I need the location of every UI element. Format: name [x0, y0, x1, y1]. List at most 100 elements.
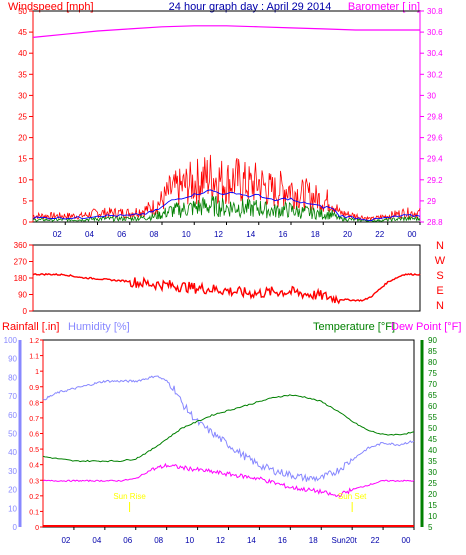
dew-point-line: [42, 462, 415, 498]
x-tick-label: Sun20t: [331, 536, 357, 545]
wind-barometer-chart: 24 hour graph day : April 29 2014 Windsp…: [8, 0, 443, 239]
humidity-tick-labels: 0 10 20 30 40 50 60 70 80 90 100: [4, 336, 18, 532]
compass-label: E: [436, 285, 443, 297]
humidity-tick-label: 100: [4, 336, 18, 345]
sunset-label: Sun Set: [338, 492, 367, 501]
temperature-tick-label: 45: [428, 435, 437, 444]
windspeed-tick-label: 30: [18, 91, 27, 100]
rainfall-tick-label: 1.1: [29, 354, 39, 361]
x-tick-label: 10: [185, 536, 194, 545]
x-tick-label: 18: [311, 230, 320, 239]
humidity-tick-label: 10: [8, 504, 17, 513]
humidity-tick-label: 20: [8, 486, 17, 495]
direction-tick-label: 90: [18, 291, 27, 300]
direction-degree-tick-labels: 0 90 180 270 360: [14, 241, 33, 316]
temp-humidity-series: [18, 339, 424, 528]
barometer-tick-label: 29.2: [427, 176, 443, 185]
windspeed-tick-label: 25: [18, 113, 27, 122]
barometer-tick-label: 30: [427, 91, 436, 100]
temperature-line: [42, 394, 415, 463]
rainfall-tick-label: 0.9: [29, 385, 39, 392]
windspeed-tick-label: 20: [18, 134, 27, 143]
temperature-tick-label: 85: [428, 347, 437, 356]
x-tick-label: 22: [371, 536, 380, 545]
direction-tick-label: 0: [23, 307, 28, 316]
dew-point-axis-label: Dew Point [°F]: [391, 321, 461, 333]
x-tick-label: 12: [214, 230, 223, 239]
x-tick-label: 18: [309, 536, 318, 545]
temperature-tick-label: 80: [428, 358, 437, 367]
barometer-tick-label: 30.4: [427, 49, 443, 58]
rainfall-tick-label: 0.7: [29, 416, 39, 423]
rainfall-axis-label: Rainfall [.in]: [2, 321, 59, 333]
rainfall-tick-label: 0.8: [29, 400, 39, 407]
barometer-tick-labels: 28.8 29 29.2 29.4 29.6 29.8 30 30.2 30.4 30.6 30.8: [420, 7, 443, 227]
x-tick-label: 10: [182, 230, 191, 239]
rainfall-tick-label: 0.2: [29, 494, 39, 501]
chart-title: 24 hour graph day : April 29 2014: [169, 1, 332, 13]
temperature-tick-labels: 5 10 15 20 25 30 35 40 45 50 55 60 65 70 75 80 85 90: [428, 336, 437, 532]
direction-tick-label: 270: [14, 258, 28, 267]
humidity-tick-label: 80: [8, 373, 17, 382]
windspeed-tick-label: 0: [23, 218, 28, 227]
direction-tick-label: 360: [14, 241, 28, 250]
wind-direction-series: [32, 244, 421, 312]
x-tick-label: 00: [408, 230, 417, 239]
compass-label: N: [436, 240, 444, 252]
wind-smoothed-line: [32, 189, 421, 221]
compass-label: W: [435, 255, 446, 267]
barometer-tick-label: 29.6: [427, 134, 443, 143]
x-tick-label: 06: [123, 536, 132, 545]
temperature-tick-label: 10: [428, 512, 437, 521]
x-tick-label: 12: [216, 536, 225, 545]
barometer-tick-label: 30.8: [427, 7, 443, 16]
temperature-tick-label: 25: [428, 479, 437, 488]
x-tick-label: 20: [343, 230, 352, 239]
rainfall-tick-label: 0.4: [29, 463, 39, 470]
x-axis-tick-labels: 02 04 06 08 10 12 14 16 18 20 22 00: [53, 222, 421, 239]
rainfall-tick-label: 0.3: [29, 478, 39, 485]
x-tick-label: 00: [402, 536, 411, 545]
temperature-tick-label: 75: [428, 369, 437, 378]
temperature-tick-label: 70: [428, 380, 437, 389]
temperature-tick-label: 60: [428, 402, 437, 411]
barometer-tick-label: 28.8: [427, 218, 443, 227]
x-tick-label: 02: [61, 536, 70, 545]
humidity-tick-label: 60: [8, 411, 17, 420]
humidity-tick-label: 30: [8, 467, 17, 476]
x-axis-tick-labels-bottom: 02 04 06 08 10 12 14 16 18 Sun20t 22 00: [61, 527, 415, 545]
direction-tick-label: 180: [14, 274, 28, 283]
rainfall-tick-label: 1: [35, 369, 39, 376]
rainfall-tick-label: 0.5: [29, 447, 39, 454]
humidity-tick-label: 0: [13, 523, 18, 532]
rainfall-tick-label: 0.1: [29, 509, 39, 516]
x-tick-label: 16: [279, 230, 288, 239]
x-tick-label: 04: [92, 536, 101, 545]
humidity-tick-label: 40: [8, 448, 17, 457]
wind-barometer-series: [32, 10, 421, 223]
rainfall-tick-label: 0: [35, 525, 39, 532]
x-tick-label: 04: [85, 230, 94, 239]
temperature-axis-label: Temperature [°F]: [313, 321, 395, 333]
temperature-tick-label: 15: [428, 501, 437, 510]
windspeed-tick-label: 40: [18, 49, 27, 58]
x-tick-label: 14: [247, 536, 256, 545]
x-tick-label: 16: [278, 536, 287, 545]
x-tick-label: 14: [246, 230, 255, 239]
barometer-tick-label: 29: [427, 197, 436, 206]
x-tick-label: 08: [154, 536, 163, 545]
wind-direction-line: [32, 272, 421, 305]
x-tick-label: 22: [375, 230, 384, 239]
rainfall-tick-labels: 0 0.1 0.2 0.3 0.4 0.5 0.6 0.7 0.8 0.9 1 1.1 1.2: [29, 338, 43, 532]
barometer-line: [32, 25, 420, 38]
barometer-tick-label: 29.8: [427, 113, 443, 122]
rainfall-tick-label: 0.6: [29, 432, 39, 439]
temperature-tick-label: 30: [428, 468, 437, 477]
windspeed-axis-label: Windspeed [mph]: [8, 1, 94, 13]
temperature-tick-label: 35: [428, 457, 437, 466]
humidity-axis-label: Humidity [%]: [68, 321, 130, 333]
humidity-line: [42, 375, 415, 483]
